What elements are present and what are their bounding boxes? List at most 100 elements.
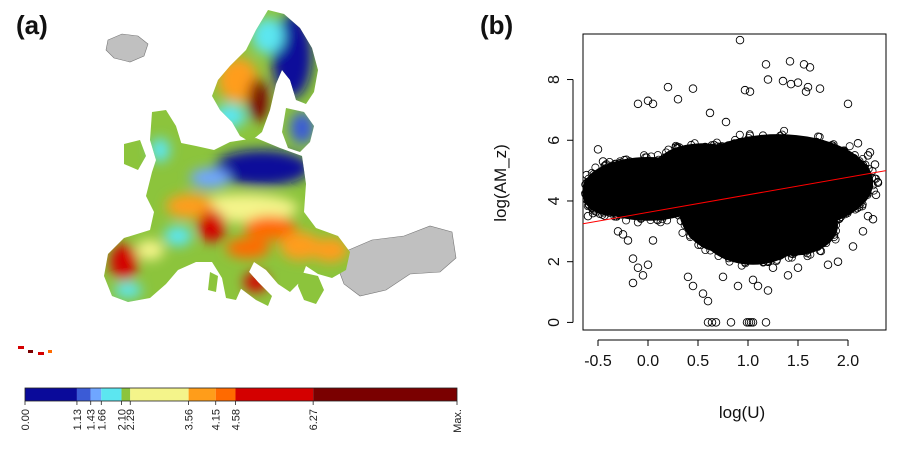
data-point	[765, 193, 774, 202]
data-point	[772, 257, 781, 266]
data-point	[714, 247, 723, 256]
data-point	[678, 228, 687, 237]
data-point	[686, 166, 695, 175]
data-point	[829, 218, 838, 227]
data-point	[778, 76, 788, 86]
data-point	[711, 197, 720, 206]
data-point	[687, 140, 696, 149]
data-point	[724, 254, 733, 263]
data-point	[656, 166, 665, 175]
data-point	[663, 216, 672, 225]
data-point	[740, 242, 749, 251]
data-point	[673, 95, 683, 104]
data-point	[696, 226, 705, 235]
data-point	[651, 158, 660, 167]
data-point	[705, 108, 715, 118]
data-point	[823, 205, 832, 214]
data-point	[648, 99, 658, 109]
data-point	[730, 139, 739, 148]
data-point	[583, 191, 592, 200]
legend-break-label: 0.00	[20, 409, 32, 430]
data-point	[756, 181, 765, 190]
data-point	[765, 207, 774, 216]
data-point	[768, 263, 778, 273]
y-axis: 0 2 4 6 8	[546, 75, 574, 327]
canary-islands	[18, 346, 52, 355]
data-point	[805, 63, 815, 72]
scatter-plot: -0.5 0.0 0.5 1.0 1.5 2.0 0 2 4 6 8	[546, 33, 887, 370]
data-point	[688, 230, 697, 239]
data-point	[747, 226, 756, 235]
data-point	[589, 170, 598, 179]
data-point	[748, 318, 758, 327]
data-point	[688, 182, 697, 191]
data-point	[763, 257, 772, 266]
data-point	[753, 199, 762, 208]
data-point	[675, 183, 684, 192]
data-point	[793, 78, 803, 87]
data-point	[633, 180, 642, 189]
legend-swatch	[25, 388, 77, 401]
data-point	[703, 296, 713, 306]
data-point	[746, 183, 755, 192]
data-point	[768, 225, 777, 234]
data-point	[789, 248, 798, 257]
data-point	[826, 207, 835, 216]
data-point	[628, 278, 638, 288]
data-point	[760, 199, 769, 208]
legend-break-label: 1.66	[96, 409, 108, 430]
data-point	[735, 186, 744, 195]
data-point	[682, 158, 691, 167]
data-point	[699, 207, 708, 216]
data-point	[799, 223, 808, 232]
y-tick-label: 8	[546, 75, 563, 84]
data-point	[830, 206, 839, 215]
data-point	[773, 191, 782, 200]
data-point	[620, 155, 629, 164]
data-point	[835, 215, 844, 224]
data-point	[683, 272, 693, 282]
legend-break-label: 1.43	[86, 409, 98, 430]
data-point	[626, 175, 635, 184]
data-point	[617, 210, 626, 219]
data-point	[791, 202, 800, 211]
data-point	[595, 209, 604, 218]
data-point	[797, 192, 806, 201]
data-point	[733, 281, 743, 291]
data-point	[633, 218, 642, 227]
point-cloud-region	[658, 143, 748, 186]
data-point	[583, 196, 593, 206]
data-point	[623, 236, 633, 245]
data-point	[804, 165, 813, 174]
data-point	[868, 173, 877, 182]
data-point	[588, 208, 598, 218]
data-point	[612, 212, 621, 221]
data-point	[740, 138, 749, 147]
legend-swatch	[90, 388, 102, 401]
data-point	[698, 209, 707, 218]
data-point	[618, 169, 627, 178]
data-point	[814, 195, 823, 204]
data-point	[583, 211, 593, 221]
data-point	[822, 238, 831, 247]
data-point	[605, 170, 614, 179]
data-point	[865, 148, 875, 157]
data-point	[758, 131, 767, 140]
point-cloud-region	[803, 152, 873, 214]
data-point	[716, 148, 725, 157]
data-point	[800, 173, 809, 182]
data-point	[625, 157, 634, 166]
data-point	[613, 227, 623, 236]
data-point	[830, 233, 839, 242]
data-point	[677, 192, 686, 201]
data-point	[706, 240, 715, 249]
data-point	[741, 259, 750, 268]
data-point	[582, 179, 591, 188]
data-point	[756, 182, 765, 191]
data-point	[799, 178, 808, 187]
data-point	[749, 211, 758, 220]
data-point	[605, 158, 614, 167]
x-tick-label: 0.0	[637, 353, 659, 370]
data-point	[735, 130, 744, 139]
data-point	[742, 222, 751, 231]
